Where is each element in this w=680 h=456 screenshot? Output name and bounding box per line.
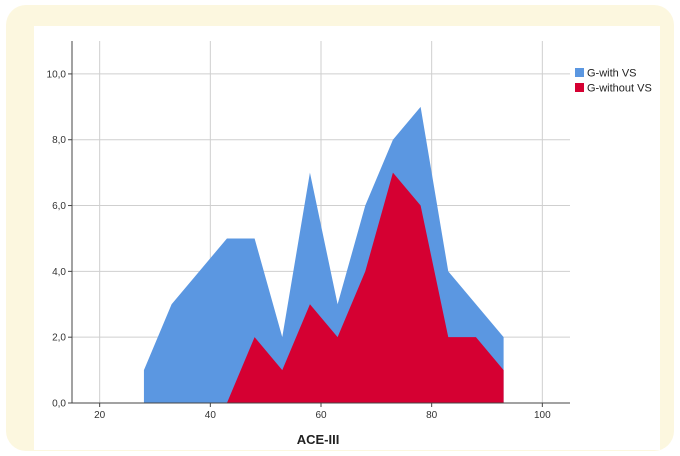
legend-label-2: G-without VS	[587, 83, 652, 95]
y-tick-label: 6,0	[52, 201, 66, 212]
y-tick-label: 8,0	[52, 135, 66, 146]
tick-labels: 20 40 60 80 100 0,0 2,0 4,0 6,0 8,0 10,0	[47, 69, 552, 421]
y-tick-label: 0,0	[52, 399, 66, 410]
legend-label-1: G-with VS	[587, 68, 637, 80]
x-tick-label: 60	[315, 410, 327, 421]
x-tick-label: 20	[94, 410, 106, 421]
y-tick-label: 4,0	[52, 267, 66, 278]
axes	[68, 41, 570, 407]
legend: G-with VS G-without VS	[575, 68, 652, 95]
x-tick-label: 100	[534, 410, 551, 421]
y-tick-label: 2,0	[52, 333, 66, 344]
legend-swatch-1	[575, 68, 584, 77]
chart-areas	[143, 106, 504, 404]
x-axis-title: ACE-III	[297, 432, 340, 447]
x-tick-label: 40	[205, 410, 217, 421]
legend-swatch-2	[575, 83, 584, 92]
y-tick-label: 10,0	[47, 69, 67, 80]
area-series-2	[226, 172, 504, 403]
x-tick-label: 80	[426, 410, 438, 421]
